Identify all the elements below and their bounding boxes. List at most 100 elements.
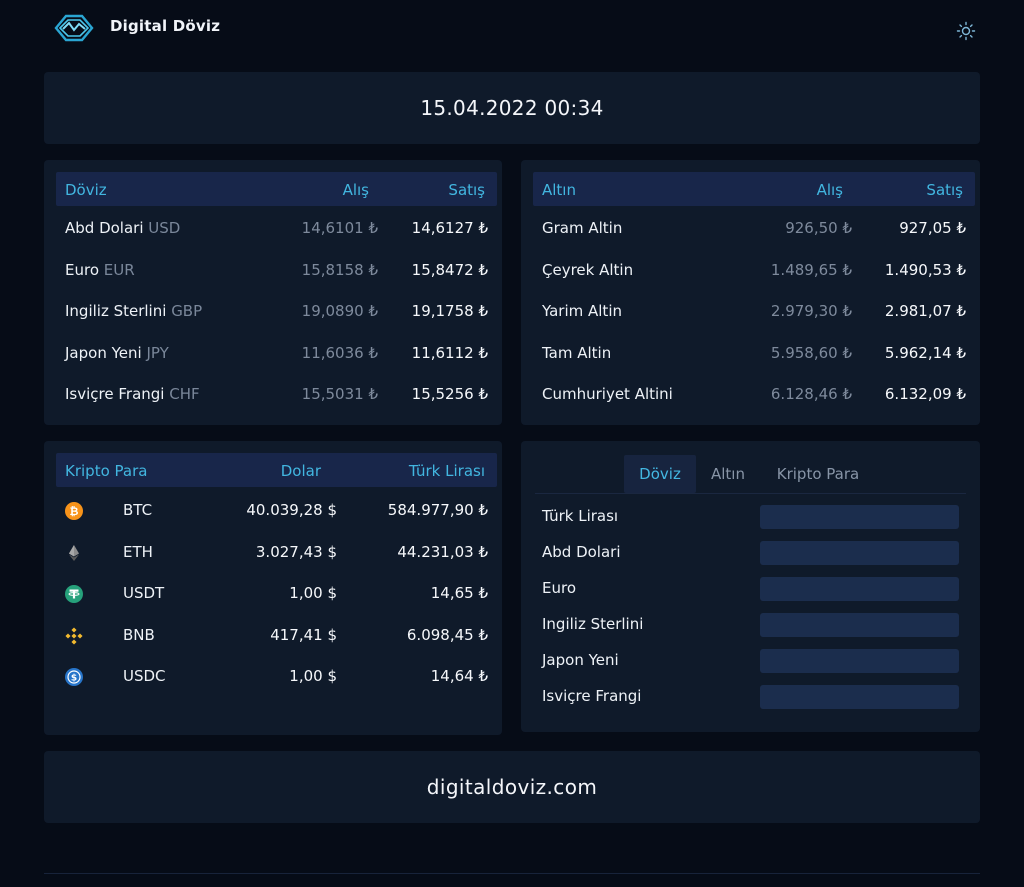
currency-name: Ingiliz Sterlini (65, 302, 167, 320)
currency-code: USD (148, 219, 181, 237)
kripto-usd-value: 1,00 $ (289, 584, 337, 602)
coin-symbol: USDC (123, 667, 166, 685)
coin-symbol: BNB (123, 625, 155, 644)
currency-name: Abd Dolari (65, 219, 144, 237)
currency-name: Isviçre Frangi (65, 385, 165, 403)
kripto-row: ETH 3.027,43 $ 44.231,03 ₺ (56, 542, 497, 582)
doviz-row-name: Euro EUR (65, 260, 135, 280)
kripto-try-value: 6.098,45 ₺ (406, 625, 488, 644)
currency-code: GBP (171, 302, 203, 320)
doviz-row-name: Japon Yeni JPY (65, 343, 169, 363)
converter-row: Ingiliz Sterlini (542, 613, 959, 637)
doviz-header-name: Döviz (65, 181, 107, 199)
sun-icon[interactable] (956, 21, 976, 41)
converter-row: Japon Yeni (542, 649, 959, 673)
svg-text:₿: ₿ (70, 505, 79, 518)
kripto-try-value: 584.977,90 ₺ (387, 501, 488, 519)
tabs-divider (535, 493, 966, 494)
gold-name: Çeyrek Altin (542, 260, 634, 279)
altin-row: Çeyrek Altin 1.489,65 ₺ 1.490,53 ₺ (533, 260, 975, 300)
doviz-buy-value: 19,0890 ₺ (301, 302, 378, 320)
doviz-buy-value: 14,6101 ₺ (301, 219, 378, 237)
coin-symbol: BTC (123, 501, 153, 519)
converter-row: Abd Dolari (542, 541, 959, 565)
kripto-try-value: 44.231,03 ₺ (397, 542, 488, 561)
altin-table: Altın Alış Satış Gram Altin 926,50 ₺ 927,0… (521, 160, 980, 425)
altin-row: Gram Altin 926,50 ₺ 927,05 ₺ (533, 218, 975, 258)
kripto-header-usd: Dolar (280, 462, 321, 480)
kripto-row: USDT 1,00 $ 14,65 ₺ (56, 583, 497, 623)
doviz-sell-value: 11,6112 ₺ (411, 343, 488, 362)
binance-icon (65, 626, 83, 645)
converter-label: Ingiliz Sterlini (542, 615, 644, 633)
converter-input[interactable] (760, 577, 959, 601)
altin-sell-value: 2.981,07 ₺ (884, 302, 966, 320)
doviz-sell-value: 15,8472 ₺ (411, 260, 488, 279)
doviz-table-header: Döviz Alış Satış (56, 172, 497, 206)
tab-altin[interactable]: Altın (711, 465, 745, 483)
converter-label: Japon Yeni (542, 651, 619, 669)
gold-name: Gram Altin (542, 219, 623, 237)
altin-sell-value: 927,05 ₺ (899, 219, 966, 237)
converter-input[interactable] (760, 685, 959, 709)
converter-input[interactable] (760, 649, 959, 673)
doviz-buy-value: 15,5031 ₺ (301, 385, 378, 403)
currency-name: Euro (65, 260, 99, 279)
converter-panel: Döviz Altın Kripto Para Türk Lirası Abd D… (521, 441, 980, 732)
converter-input[interactable] (760, 541, 959, 565)
doviz-row: Abd Dolari USD 14,6101 ₺ 14,6127 ₺ (56, 218, 497, 258)
currency-name: Japon Yeni (65, 343, 142, 362)
coin-symbol: USDT (123, 584, 165, 602)
converter-label: Euro (542, 579, 576, 597)
altin-header-sell: Satış (926, 181, 963, 199)
doviz-row: Ingiliz Sterlini GBP 19,0890 ₺ 19,1758 ₺ (56, 301, 497, 341)
kripto-row: BNB 417,41 $ 6.098,45 ₺ (56, 625, 497, 665)
doviz-sell-value: 14,6127 ₺ (411, 219, 488, 237)
svg-text:$: $ (71, 674, 77, 684)
altin-header-buy: Alış (816, 181, 843, 199)
kripto-row: ₿ BTC 40.039,28 $ 584.977,90 ₺ (56, 500, 497, 540)
altin-row: Yarim Altin 2.979,30 ₺ 2.981,07 ₺ (533, 301, 975, 341)
altin-buy-value: 2.979,30 ₺ (770, 302, 852, 320)
ethereum-icon (65, 544, 83, 562)
kripto-usd-value: 40.039,28 $ (246, 501, 337, 519)
kripto-row: $ USDC 1,00 $ 14,64 ₺ (56, 666, 497, 706)
currency-code: EUR (103, 260, 135, 279)
altin-row: Cumhuriyet Altini 6.128,46 ₺ 6.132,09 ₺ (533, 384, 975, 424)
converter-label: Abd Dolari (542, 543, 621, 561)
coin-symbol: ETH (123, 542, 153, 561)
doviz-table: Döviz Alış Satış Abd Dolari USD 14,6101 ₺… (44, 160, 502, 425)
doviz-row-name: Isviçre Frangi CHF (65, 384, 200, 404)
gold-name: Cumhuriyet Altini (542, 385, 673, 403)
converter-input[interactable] (760, 613, 959, 637)
tab-kripto-para[interactable]: Kripto Para (776, 465, 860, 483)
altin-buy-value: 926,50 ₺ (785, 219, 852, 237)
kripto-header-try: Türk Lirası (408, 462, 485, 480)
altin-buy-value: 1.489,65 ₺ (770, 260, 852, 279)
footer-card: digitaldoviz.com (44, 751, 980, 823)
altin-table-header: Altın Alış Satış (533, 172, 975, 206)
altin-sell-value: 5.962,14 ₺ (884, 343, 966, 362)
footer-site[interactable]: digitaldoviz.com (426, 775, 598, 799)
kripto-try-value: 14,65 ₺ (430, 584, 488, 602)
converter-tabs: Döviz Altın Kripto Para (521, 455, 980, 493)
kripto-usd-value: 3.027,43 $ (255, 542, 337, 561)
kripto-header-name: Kripto Para (65, 462, 148, 480)
altin-row: Tam Altin 5.958,60 ₺ 5.962,14 ₺ (533, 343, 975, 383)
altin-header-name: Altın (542, 181, 576, 199)
converter-label: Isviçre Frangi (542, 687, 642, 705)
converter-input[interactable] (760, 505, 959, 529)
tab-doviz[interactable]: Döviz (624, 455, 696, 493)
kripto-table: Kripto Para Dolar Türk Lirası ₿ BTC 40.039… (44, 441, 502, 735)
kripto-usd-value: 417,41 $ (270, 625, 337, 644)
tether-icon (65, 585, 83, 603)
doviz-buy-value: 15,8158 ₺ (301, 260, 378, 279)
doviz-header-sell: Satış (448, 181, 485, 199)
doviz-header-buy: Alış (342, 181, 369, 199)
kripto-usd-value: 1,00 $ (289, 667, 337, 685)
current-datetime: 15.04.2022 00:34 (420, 96, 604, 120)
doviz-row-name: Abd Dolari USD (65, 218, 180, 238)
doviz-row-name: Ingiliz Sterlini GBP (65, 301, 202, 321)
kripto-table-header: Kripto Para Dolar Türk Lirası (56, 453, 497, 487)
wave-logo-icon[interactable] (52, 12, 96, 44)
